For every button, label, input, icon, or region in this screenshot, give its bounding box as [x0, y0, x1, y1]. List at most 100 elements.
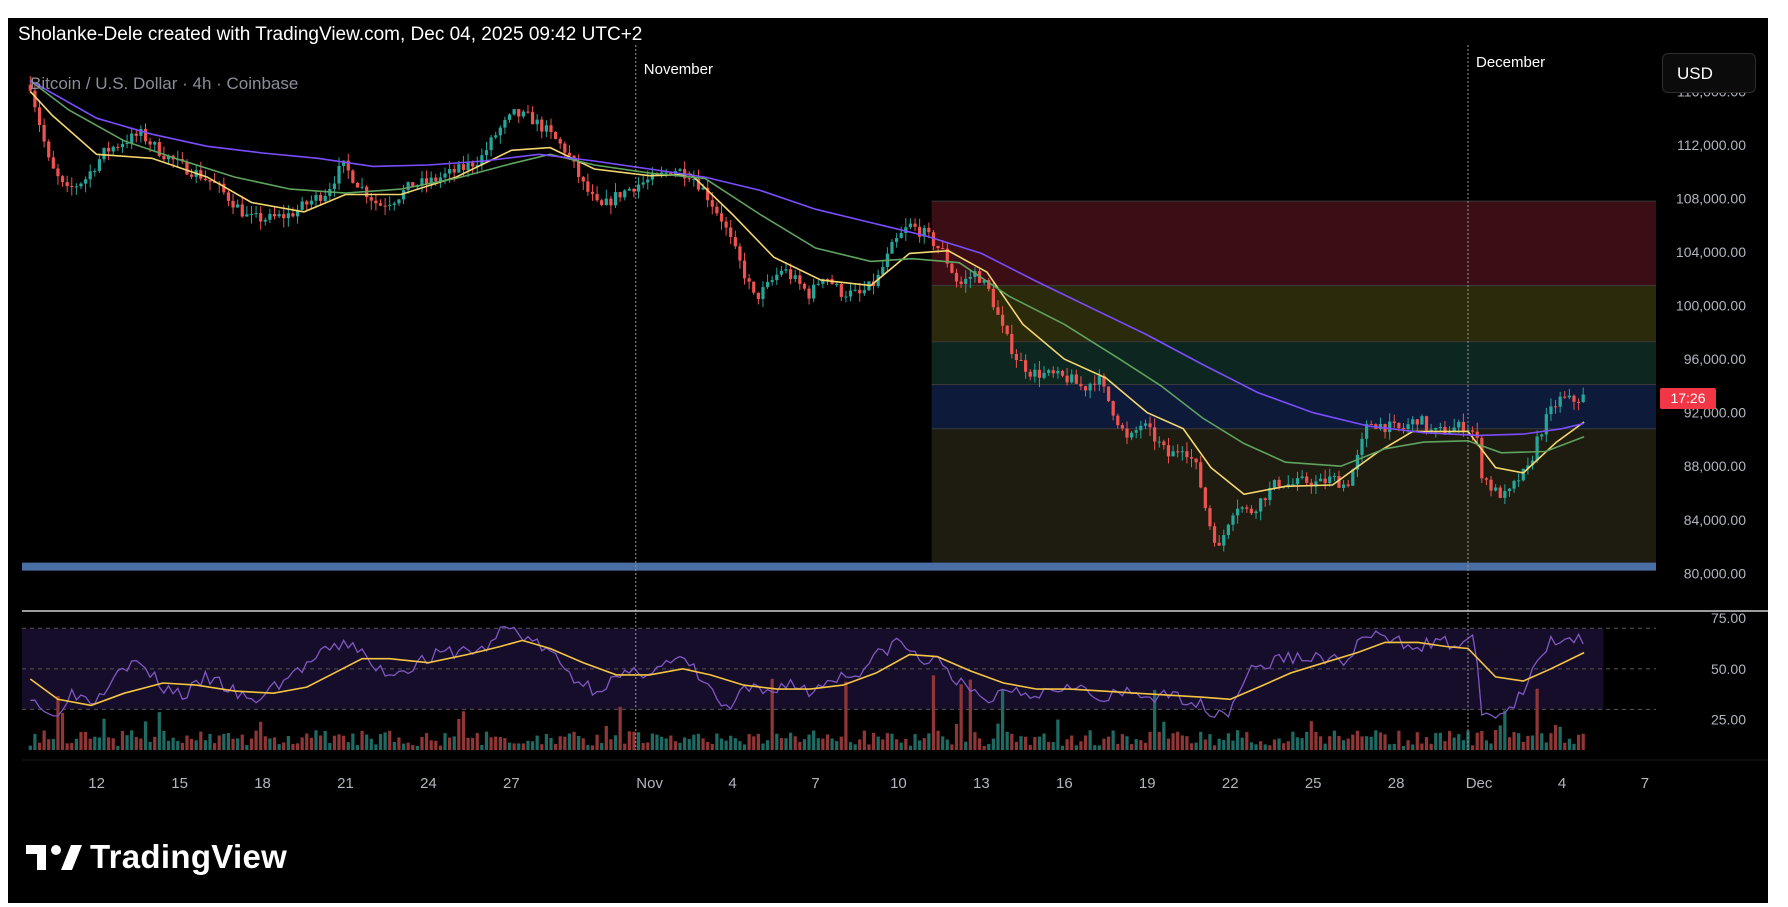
volume-bar	[337, 734, 341, 750]
volume-bar	[1337, 735, 1341, 750]
rsi-pane[interactable]	[22, 626, 1656, 750]
volume-bar	[756, 733, 760, 750]
volume-bar	[1521, 741, 1525, 750]
candle-body	[927, 227, 931, 233]
volume-bar	[1010, 733, 1014, 750]
volume-bar	[1074, 745, 1078, 750]
volume-bar	[208, 733, 212, 750]
volume-bar	[1346, 738, 1350, 750]
candle-body	[1166, 445, 1171, 457]
volume-bar	[245, 745, 249, 750]
time-axis-label: 24	[420, 775, 437, 792]
currency-button[interactable]: USD	[1662, 53, 1756, 93]
volume-bar	[448, 737, 452, 750]
volume-bar	[1457, 734, 1461, 750]
volume-bar	[941, 736, 945, 750]
moving-average-slow	[29, 80, 1585, 437]
candle-body	[715, 206, 719, 214]
candle-body	[1028, 371, 1032, 377]
candle-body	[332, 183, 337, 190]
candle-body	[1397, 422, 1401, 428]
volume-bar	[646, 742, 650, 750]
volume-bar	[793, 736, 797, 750]
rsi-axis-label: 75.00	[1711, 610, 1746, 626]
volume-bar	[512, 743, 516, 750]
volume-bar	[176, 741, 180, 750]
volume-bar	[1097, 745, 1101, 750]
time-axis-label: 22	[1222, 775, 1239, 792]
volume-bar	[1498, 725, 1502, 750]
volume-bar	[710, 743, 714, 750]
volume-bar	[180, 742, 184, 750]
volume-bar	[259, 721, 263, 750]
candle-body	[314, 194, 318, 201]
candle-body	[107, 147, 111, 152]
candle-body	[1346, 484, 1350, 486]
volume-bar	[189, 738, 194, 750]
volume-bar	[1056, 719, 1060, 750]
time-axis-label: 13	[973, 775, 990, 792]
candle-body	[1074, 374, 1078, 384]
volume-bar	[996, 723, 1000, 750]
volume-bar	[1079, 741, 1083, 750]
candle-body	[590, 191, 595, 195]
volume-bar	[687, 739, 691, 750]
candle-body	[1024, 360, 1028, 372]
countdown-text: 17:26	[1670, 390, 1705, 406]
volume-bar	[1148, 731, 1152, 750]
candle-body	[586, 181, 590, 192]
candle-body	[1360, 438, 1364, 455]
candle-body	[752, 281, 756, 293]
volume-bar	[1291, 731, 1295, 750]
candle-body	[839, 283, 843, 297]
candle-body	[503, 119, 507, 128]
candle-body	[277, 214, 281, 217]
volume-bar	[1222, 740, 1226, 750]
candle-body	[1157, 441, 1161, 443]
volume-bar	[517, 743, 521, 750]
volume-bar	[1480, 730, 1484, 750]
candle-body	[1208, 508, 1212, 527]
candle-body	[770, 280, 774, 282]
volume-bar	[752, 736, 756, 750]
candle-body	[724, 221, 728, 228]
volume-bar	[1507, 737, 1512, 750]
candle-body	[1494, 487, 1498, 491]
volume-bar	[1194, 742, 1198, 750]
candle-body	[784, 269, 788, 271]
rsi-axis-label: 25.00	[1711, 712, 1746, 728]
candle-body	[245, 214, 249, 217]
volume-bar	[107, 737, 111, 750]
volume-bar	[1489, 743, 1493, 750]
tradingview-logo[interactable]: TradingView	[26, 838, 287, 876]
volume-bar	[807, 734, 811, 750]
rsi-ma-line	[29, 639, 1585, 707]
tradingview-logo-icon	[26, 845, 82, 870]
volume-bar	[1153, 689, 1157, 750]
volume-bar	[1323, 743, 1327, 750]
time-axis-label: 19	[1139, 775, 1156, 792]
price-pane[interactable]: 4h	[22, 76, 1656, 571]
candle-body	[1000, 314, 1005, 326]
volume-bar	[268, 738, 272, 750]
volume-bar	[443, 733, 447, 750]
candle-body	[595, 194, 599, 201]
price-zone-4	[931, 428, 1656, 564]
volume-bar	[724, 740, 728, 750]
volume-bar	[79, 732, 83, 750]
candle-body	[383, 205, 387, 207]
volume-bar	[655, 734, 659, 750]
volume-bar	[954, 723, 959, 750]
volume-bar	[60, 713, 65, 750]
volume-bar	[706, 741, 710, 750]
candle-body	[687, 178, 691, 180]
volume-bar	[111, 738, 115, 750]
candle-body	[1194, 458, 1198, 463]
candle-body	[1079, 383, 1083, 387]
candle-body	[761, 287, 765, 299]
volume-bar	[816, 738, 820, 750]
volume-bar	[1014, 741, 1019, 750]
volume-bar	[42, 730, 46, 750]
volume-bar	[669, 735, 673, 750]
